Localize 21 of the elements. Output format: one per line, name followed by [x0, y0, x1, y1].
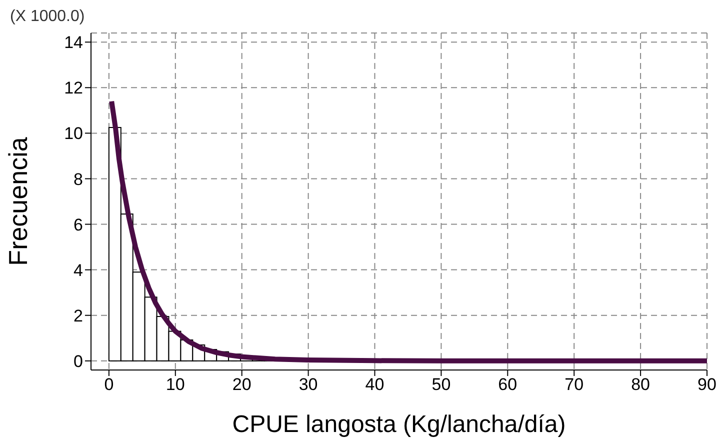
- x-tick-label: 60: [498, 375, 518, 394]
- x-tick-label: 50: [432, 375, 451, 394]
- y-tick-label: 0: [74, 352, 83, 371]
- y-tick-label: 10: [64, 124, 83, 144]
- x-tick-label: 40: [365, 375, 384, 394]
- x-tick-label: 30: [298, 375, 318, 394]
- y-tick-label: 4: [74, 260, 83, 280]
- x-tick-label: 80: [631, 375, 650, 394]
- x-axis-title: CPUE langosta (Kg/lancha/día): [232, 411, 566, 438]
- y-tick-label: 8: [74, 170, 83, 189]
- y-tick-label: 12: [64, 78, 83, 98]
- y-axis-title: Frecuencia: [3, 136, 34, 266]
- x-tick-label: 70: [564, 375, 584, 394]
- y-tick-label: 6: [74, 215, 83, 234]
- x-tick-label: 0: [104, 375, 114, 394]
- x-tick-label: 10: [166, 375, 185, 394]
- text: (X 1000.0): [10, 8, 85, 25]
- y-tick-label: 2: [74, 306, 83, 326]
- x-tick-label: 90: [698, 375, 716, 394]
- y-tick-label: 14: [64, 33, 83, 52]
- x-tick-label: 20: [232, 375, 252, 394]
